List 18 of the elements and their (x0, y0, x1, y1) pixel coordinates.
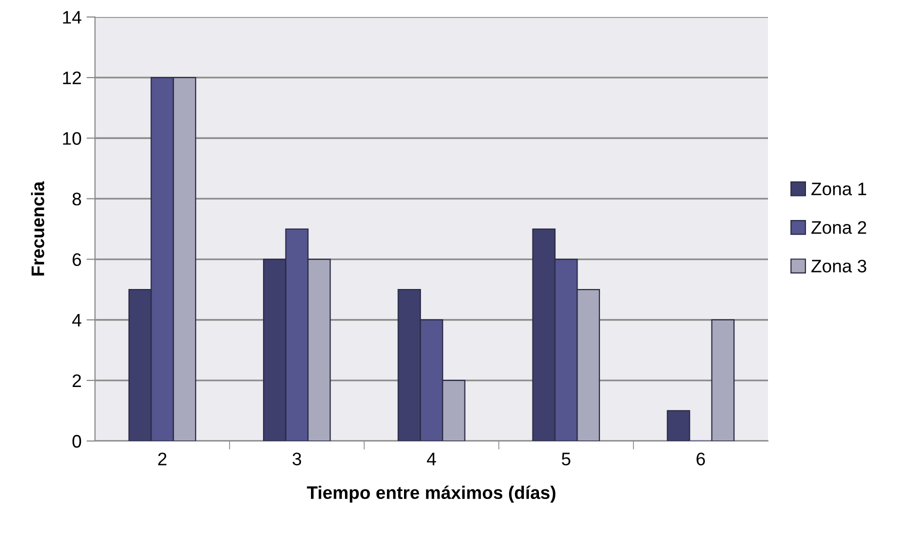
y-tick-label: 0 (72, 434, 82, 448)
legend-label: Zona 1 (811, 182, 866, 196)
x-tick-label: 2 (158, 452, 166, 466)
x-tick-label: 3 (292, 452, 302, 466)
x-axis-title: Tiempo entre máximos (días) (306, 486, 556, 503)
x-tick-label: 6 (696, 452, 705, 466)
legend-label: Zona 2 (811, 221, 866, 234)
x-tick-label: 4 (426, 452, 436, 466)
y-tick-label: 2 (72, 374, 81, 387)
y-tick-label: 14 (63, 11, 82, 24)
legend-label: Zona 3 (811, 260, 866, 272)
y-tick-label: 6 (72, 253, 82, 266)
y-tick-label: 12 (63, 72, 81, 84)
y-tick-label: 4 (72, 314, 82, 326)
x-tick-label: 5 (562, 452, 570, 466)
y-tick-label: 8 (72, 192, 82, 206)
y-axis-title: Frecuencia (31, 181, 44, 276)
y-tick-label: 10 (63, 132, 82, 145)
